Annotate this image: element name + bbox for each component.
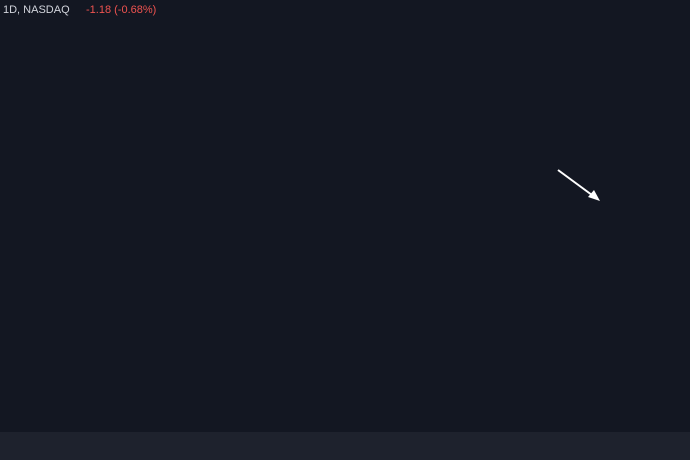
- arrow: [557, 169, 597, 199]
- footer-strip: [0, 432, 690, 460]
- arrow-head: [588, 190, 600, 201]
- header: 1D, NASDAQ: [3, 4, 70, 16]
- change: -1.18 (-0.68%): [86, 4, 156, 16]
